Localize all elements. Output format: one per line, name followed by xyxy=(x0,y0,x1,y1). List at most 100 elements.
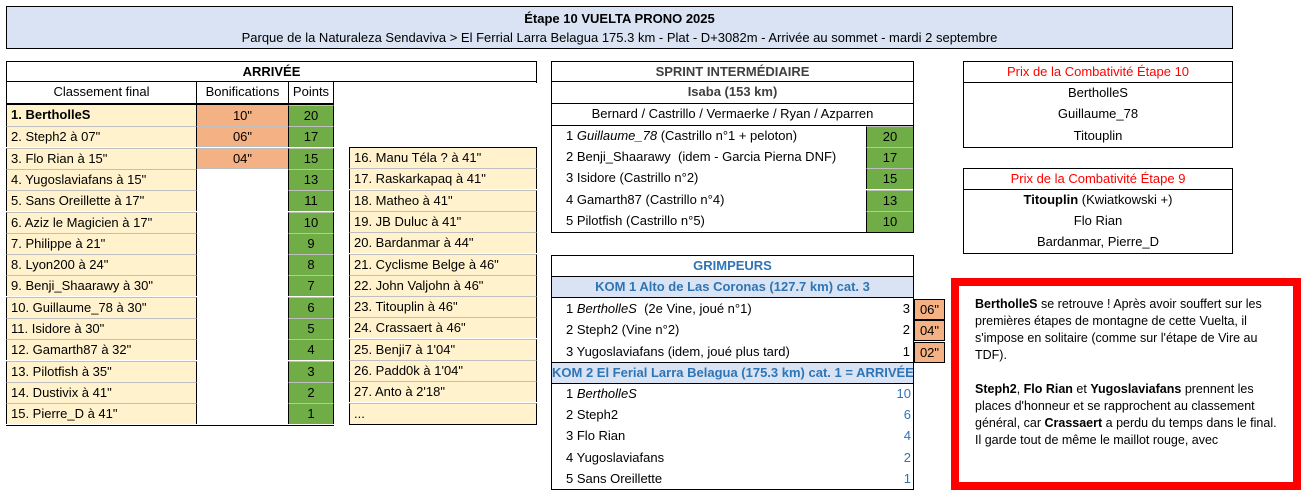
classement-rest-row: 26. Padd0k à 1'04" xyxy=(349,360,537,381)
comment-name: Yugoslaviafans xyxy=(1090,382,1182,396)
classement-row-points: 11 xyxy=(288,190,334,212)
sprint-row-num: 3 xyxy=(566,170,574,186)
sprint-row-points: 13 xyxy=(866,189,913,211)
classement-row-bonif: 04" xyxy=(197,147,288,169)
classement-row-name: 6. Aziz le Magicien à 17" xyxy=(6,211,197,233)
classement-row-name: 3. Flo Rian à 15" xyxy=(6,147,197,169)
classement-row-bonif xyxy=(197,361,288,382)
classement-row-bonif xyxy=(197,403,288,424)
comment-name: Steph2 xyxy=(975,382,1017,396)
classement-row-name: 9. Benji_Shaarawy à 30" xyxy=(6,275,197,297)
combat9-title: Prix de la Combativité Étape 9 xyxy=(963,168,1233,190)
sprint-row-num: 2 xyxy=(566,149,574,165)
classement-row-bonif: 10" xyxy=(197,105,288,126)
classement-row-points: 5 xyxy=(288,318,334,339)
classement-row-points: 4 xyxy=(288,339,334,361)
kom2-row-pts: 2 xyxy=(903,449,911,465)
grimpeurs-frame xyxy=(551,298,914,490)
col-bonif-header: Bonifications xyxy=(205,84,280,99)
comment-paragraph-2: Steph2, Flo Rian et Yugoslaviafans prenn… xyxy=(975,381,1279,449)
classement-rest-row: 20. Bardanmar à 44" xyxy=(349,232,537,254)
arrivee-right-line xyxy=(536,61,537,83)
kom1-row-note: (idem, joué plus tard) xyxy=(664,343,790,359)
combat9-first-note: (Kwiatkowski +) xyxy=(1078,192,1173,207)
combat10-frame xyxy=(963,82,1233,148)
kom2-row: 2 Steph2 xyxy=(552,405,852,426)
comment-name: Flo Rian xyxy=(1023,382,1073,396)
classement-rest-row: 23. Titouplin à 46" xyxy=(349,296,537,318)
classement-rest-row: 27. Anto à 2'18" xyxy=(349,381,537,403)
stage-title: Étape 10 VUELTA PRONO 2025 xyxy=(524,11,715,26)
classement-rest-row: 18. Matheo à 41" xyxy=(349,189,537,211)
sprint-row-points: 10 xyxy=(866,210,913,232)
classement-row-bonif xyxy=(197,169,288,190)
kom2-row: 5 Sans Oreillette xyxy=(552,469,852,490)
combat9-row: Flo Rian xyxy=(1073,213,1123,228)
combat10-title: Prix de la Combativité Étape 10 xyxy=(963,61,1233,83)
kom2-row-name: Flo Rian xyxy=(576,428,626,444)
sprint-row-name: Pilotfish xyxy=(576,212,623,228)
comment-name: Crassaert xyxy=(1044,416,1103,430)
classement-rest-row: 21. Cyclisme Belge à 46" xyxy=(349,253,537,275)
sprint-row: 1 Guillaume_78 (Castrillo n°1 + peloton) xyxy=(552,126,862,147)
kom2-row-num: 5 xyxy=(566,470,574,486)
sprint-row-name: Guillaume_78 xyxy=(576,128,658,143)
sprint-row: 4 Gamarth87 (Castrillo n°4) xyxy=(552,190,862,211)
classement-row-bonif xyxy=(197,318,288,339)
kom2-row-pts: 4 xyxy=(903,428,911,444)
classement-row-points: 15 xyxy=(288,147,334,169)
sprint-row-points: 17 xyxy=(866,147,913,169)
kom1-title: KOM 1 Alto de Las Coronas (127.7 km) cat… xyxy=(551,277,914,298)
sprint-row-note: (Castrillo n°2) xyxy=(615,170,699,186)
sprint-row: 3 Isidore (Castrillo n°2) xyxy=(552,168,862,189)
sprint-row-note: (Castrillo n°5) xyxy=(622,212,705,228)
sprint-row-name: Benji_Shaarawy xyxy=(576,149,671,165)
classement-row-bonif xyxy=(197,339,288,360)
kom1-row-bonif: 02" xyxy=(914,341,945,363)
kom1-row-name: BertholleS xyxy=(576,301,637,316)
comment-text: et xyxy=(1072,382,1091,396)
stage-header: Étape 10 VUELTA PRONO 2025 Parque de la … xyxy=(6,6,1233,49)
arrivee-header-line xyxy=(6,103,334,105)
kom1-row-note: (2e Vine, joué n°1) xyxy=(636,301,752,316)
classement-row-name: 10. Guillaume_78 à 30" xyxy=(6,296,197,318)
classement-row-points: 17 xyxy=(288,126,334,148)
combat9-first-name: Titouplin xyxy=(1023,192,1079,207)
comment-text: prennent les places d'honneur et se rapp… xyxy=(975,382,1255,430)
sprint-row-note: (idem - Garcia Pierna DNF) xyxy=(670,149,837,165)
grimpeurs-title: GRIMPEURS xyxy=(551,255,914,277)
classement-row-bonif xyxy=(197,275,288,296)
classement-row-name: 7. Philippe à 21" xyxy=(6,232,197,254)
sprint-riders: Bernard / Castrillo / Vermaerke / Ryan /… xyxy=(551,104,914,126)
comment-paragraph-1: BertholleS se retrouve ! Après avoir sou… xyxy=(975,296,1279,364)
classement-row-bonif: 06" xyxy=(197,126,288,148)
kom2-row: 4 Yugoslaviafans xyxy=(552,448,852,469)
kom2-row-pts: 1 xyxy=(903,470,911,486)
classement-row-name: 11. Isidore à 30" xyxy=(6,318,197,339)
kom2-row: 3 Flo Rian xyxy=(552,426,852,447)
classement-row-name: 13. Pilotfish à 35" xyxy=(6,360,197,382)
kom1-row: 1 BertholleS (2e Vine, joué n°1) xyxy=(552,299,892,320)
classement-row-bonif xyxy=(197,212,288,233)
kom2-row-num: 1 xyxy=(566,386,574,401)
kom2-row-name: Yugoslaviafans xyxy=(576,449,665,465)
kom1-row-num: 2 xyxy=(566,322,574,338)
sprint-row-name: Isidore xyxy=(576,170,616,186)
kom2-title: KOM 2 El Ferial Larra Belagua (175.3 km)… xyxy=(551,362,914,384)
classement-row-name: 15. Pierre_D à 41" xyxy=(6,403,197,425)
classement-rest-row: 24. Crassaert à 46" xyxy=(349,317,537,339)
kom2-row-num: 2 xyxy=(566,407,574,423)
sprint-row-num: 5 xyxy=(566,212,574,228)
classement-row-bonif xyxy=(197,233,288,254)
classement-row-bonif xyxy=(197,382,288,403)
comment-text: a perdu du temps dans le final. Il garde… xyxy=(975,416,1277,447)
kom1-row: 3 Yugoslaviafans (idem, joué plus tard) xyxy=(552,342,892,363)
classement-rest-row: 17. Raskarkapaq à 41" xyxy=(349,168,537,190)
arrivee-title: ARRIVÉE xyxy=(6,61,537,82)
kom2-row-pts: 10 xyxy=(896,386,911,401)
classement-row-name: 12. Gamarth87 à 32" xyxy=(6,339,197,361)
combat9-row: Bardanmar, Pierre_D xyxy=(1036,234,1160,249)
classement-row-name: 1. BertholleS xyxy=(6,105,197,126)
kom1-row-pts: 2 xyxy=(902,322,910,338)
kom1-row-bonif: 06" xyxy=(914,299,945,320)
